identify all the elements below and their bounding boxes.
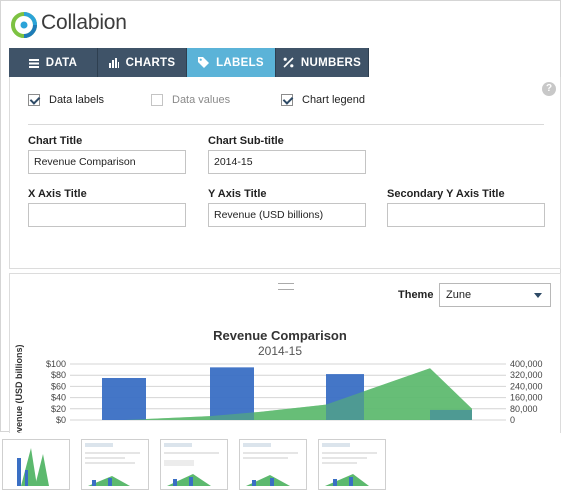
y-tick-label: $20 bbox=[51, 404, 66, 414]
thumbnail-chart bbox=[167, 474, 211, 486]
thumbnail-chart bbox=[325, 474, 369, 486]
x-axis-title-label: X Axis Title bbox=[28, 188, 87, 200]
tab-labels[interactable]: LABELS bbox=[187, 48, 276, 77]
y-axis-title-label: Y Axis Title bbox=[208, 188, 267, 200]
data-values-checkbox[interactable] bbox=[151, 94, 163, 106]
thumbnail-chart bbox=[88, 476, 130, 486]
y2-tick-label: 400,000 bbox=[510, 359, 543, 369]
tag-icon bbox=[198, 57, 210, 68]
y-tick-label: $60 bbox=[51, 381, 66, 391]
percent-icon bbox=[283, 57, 294, 68]
x-axis-title-input[interactable] bbox=[28, 203, 186, 227]
divider bbox=[28, 124, 544, 125]
thumbnail-row bbox=[322, 452, 377, 454]
thumbnail-row bbox=[322, 462, 357, 464]
bar-2 bbox=[210, 367, 254, 420]
thumbnail-5[interactable] bbox=[318, 439, 386, 490]
thumbnail-row bbox=[164, 460, 194, 466]
theme-value: Zune bbox=[446, 289, 472, 301]
y2-tick-label: 160,000 bbox=[510, 393, 543, 403]
tab-numbers[interactable]: NUMBERS bbox=[276, 48, 369, 77]
chart-subtitle-label: Chart Sub-title bbox=[208, 135, 284, 147]
y-axis-title: Revenue (USD billions) bbox=[14, 344, 24, 433]
theme-select[interactable]: Zune bbox=[439, 283, 551, 307]
thumbnail-3[interactable] bbox=[160, 439, 228, 490]
thumbnail-row bbox=[164, 452, 219, 454]
app-name: Collabion bbox=[41, 11, 127, 34]
chart-title-label: Chart Title bbox=[28, 135, 83, 147]
data-labels-label: Data labels bbox=[49, 94, 105, 106]
bar-1 bbox=[102, 378, 146, 420]
thumbnail-header bbox=[322, 443, 350, 447]
y2-tick-label: 0 bbox=[510, 415, 515, 425]
area-series-overlay bbox=[124, 368, 472, 420]
app-window: Collabion DATA CHARTS LABELS NUMBERS bbox=[0, 0, 561, 432]
resize-handle[interactable] bbox=[278, 283, 294, 290]
tab-label: DATA bbox=[45, 56, 78, 69]
y2-tick-label: 320,000 bbox=[510, 370, 543, 380]
data-labels-option[interactable]: Data labels bbox=[28, 94, 104, 106]
bar-chart-icon bbox=[108, 57, 119, 68]
collabion-logo-icon bbox=[11, 12, 37, 38]
data-values-option[interactable]: Data values bbox=[151, 94, 230, 106]
labels-panel: ? Data labels Data values Chart legend C… bbox=[9, 77, 561, 269]
thumbnail-row bbox=[85, 462, 135, 464]
y-tick-label: $0 bbox=[56, 415, 66, 425]
chart-legend-checkbox[interactable] bbox=[281, 94, 293, 106]
chart-title-input[interactable]: Revenue Comparison bbox=[28, 150, 186, 174]
thumbnail-row bbox=[243, 452, 298, 454]
chevron-down-icon bbox=[534, 293, 542, 298]
list-icon bbox=[28, 58, 39, 68]
help-icon[interactable]: ? bbox=[542, 82, 556, 96]
y-tick-label: $40 bbox=[51, 393, 66, 403]
thumbnail-1[interactable] bbox=[2, 439, 70, 490]
chart-subtitle-input[interactable]: 2014-15 bbox=[208, 150, 366, 174]
chart: Revenue Comparison 2014-15 Revenue (USD … bbox=[14, 328, 543, 433]
tab-charts[interactable]: CHARTS bbox=[98, 48, 187, 77]
thumbnail-header bbox=[85, 443, 113, 447]
y-axis-title-input[interactable]: Revenue (USD billions) bbox=[208, 203, 366, 227]
thumbnail-2[interactable] bbox=[81, 439, 149, 490]
secondary-y-axis-title-input[interactable] bbox=[387, 203, 545, 227]
y-tick-label: $80 bbox=[51, 370, 66, 380]
chart-preview-panel: Theme Zune Revenue Comparison 2014-15 Re… bbox=[9, 273, 561, 433]
thumbnail-chart bbox=[17, 448, 49, 486]
y2-tick-label: 240,000 bbox=[510, 381, 543, 391]
thumbnail-row bbox=[85, 452, 140, 454]
y2-tick-label: 80,000 bbox=[510, 404, 538, 414]
thumbnail-chart bbox=[246, 475, 290, 486]
thumbnail-row bbox=[85, 457, 125, 459]
thumbnail-row bbox=[322, 457, 367, 459]
data-values-label: Data values bbox=[172, 94, 231, 106]
secondary-y-axis-title-label: Secondary Y Axis Title bbox=[387, 188, 505, 200]
thumbnail-row bbox=[243, 457, 288, 459]
thumbnail-4[interactable] bbox=[239, 439, 307, 490]
chart-subtitle: 2014-15 bbox=[258, 344, 302, 358]
tab-data[interactable]: DATA bbox=[9, 48, 98, 77]
thumbnail-header bbox=[243, 443, 271, 447]
y-tick-label: $100 bbox=[46, 359, 66, 369]
tab-label: LABELS bbox=[216, 56, 264, 69]
theme-label: Theme bbox=[398, 289, 434, 301]
tab-bar: DATA CHARTS LABELS NUMBERS bbox=[9, 48, 369, 77]
tab-label: NUMBERS bbox=[300, 56, 362, 69]
data-labels-checkbox[interactable] bbox=[28, 94, 40, 106]
tab-label: CHARTS bbox=[125, 56, 176, 69]
thumbnail-header bbox=[164, 443, 192, 447]
chart-legend-option[interactable]: Chart legend bbox=[281, 94, 365, 106]
chart-legend-label: Chart legend bbox=[302, 94, 365, 106]
chart-title: Revenue Comparison bbox=[213, 328, 347, 343]
header: Collabion bbox=[1, 1, 560, 47]
